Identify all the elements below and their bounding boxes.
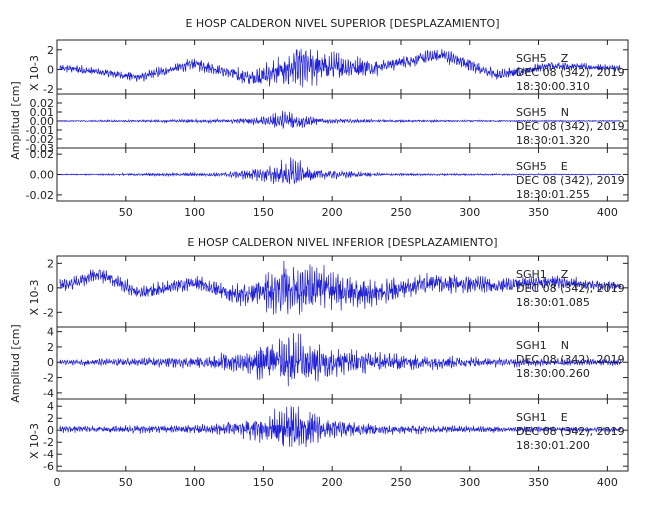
time-label: 18:30:01.200 <box>516 439 590 452</box>
station-name: SGH5 <box>516 106 547 119</box>
date-label: DEC 08 (342), 2019 <box>516 66 625 79</box>
x-tick-label: 50 <box>119 206 133 219</box>
y-tick-label: -2 <box>43 83 54 96</box>
x-tick-label: 250 <box>390 476 411 489</box>
station-label: SGH1 Z <box>516 268 569 281</box>
chart-title: E HOSP CALDERON NIVEL SUPERIOR [DESPLAZA… <box>185 17 499 30</box>
x-tick-label: 300 <box>459 206 480 219</box>
x-tick-label: 400 <box>597 476 618 489</box>
waveform-trace <box>59 157 622 185</box>
x-tick-label: 350 <box>528 206 549 219</box>
y-tick-label: 2 <box>47 257 54 270</box>
x-tick-label: 400 <box>597 206 618 219</box>
y-tick-label: 0.01 <box>30 106 55 119</box>
station-name: SGH5 <box>516 52 547 65</box>
y-tick-label: 0 <box>47 282 54 295</box>
component-name: E <box>561 160 568 173</box>
x-tick-label: 200 <box>322 476 343 489</box>
station-label: SGH5 N <box>516 106 569 119</box>
station-label: SGH5 E <box>516 160 568 173</box>
y-tick-label: 0.02 <box>30 148 55 161</box>
y-tick-label: 0.00 <box>30 115 55 128</box>
x-tick-label: 200 <box>322 206 343 219</box>
time-label: 18:30:01.085 <box>516 296 590 309</box>
chart-title: E HOSP CALDERON NIVEL INFERIOR [DESPLAZA… <box>187 236 497 249</box>
y-tick-label: -2 <box>43 436 54 449</box>
time-label: 18:30:01.320 <box>516 134 590 147</box>
time-label: 18:30:01.255 <box>516 188 590 201</box>
waveform-trace <box>59 260 622 315</box>
y-axis-label: Amplitud [cm] <box>9 81 22 159</box>
x-tick-label: 150 <box>253 476 274 489</box>
station-label: SGH1 E <box>516 411 568 424</box>
station-name: SGH1 <box>516 339 547 352</box>
station-name: SGH5 <box>516 160 547 173</box>
y-tick-label: 0.00 <box>30 169 55 182</box>
x-tick-label: 350 <box>528 476 549 489</box>
date-label: DEC 08 (342), 2019 <box>516 174 625 187</box>
x-tick-label: 300 <box>459 476 480 489</box>
time-label: 18:30:00.260 <box>516 367 590 380</box>
x-tick-label: 100 <box>184 476 205 489</box>
y-tick-label: -0.02 <box>26 189 54 202</box>
waveform-trace <box>59 110 622 129</box>
panel-frame <box>56 398 629 472</box>
y-tick-label: -2 <box>43 372 54 385</box>
component-name: Z <box>561 52 569 65</box>
date-label: DEC 08 (342), 2019 <box>516 120 625 133</box>
x-tick-label: 250 <box>390 206 411 219</box>
date-label: DEC 08 (342), 2019 <box>516 425 625 438</box>
y-tick-label: 0.02 <box>30 97 55 110</box>
waveform-trace <box>59 406 622 448</box>
y-tick-label: 0 <box>47 63 54 76</box>
station-label: SGH5 Z <box>516 52 569 65</box>
component-name: Z <box>561 268 569 281</box>
station-label: SGH1 N <box>516 339 569 352</box>
date-label: DEC 08 (342), 2019 <box>516 353 625 366</box>
y-tick-label: 4 <box>47 326 54 339</box>
y-tick-label: 0 <box>47 356 54 369</box>
date-label: DEC 08 (342), 2019 <box>516 282 625 295</box>
y-tick-label: -4 <box>43 448 54 461</box>
station-name: SGH1 <box>516 268 547 281</box>
y-tick-label: 2 <box>47 341 54 354</box>
y-tick-label: 2 <box>47 44 54 57</box>
scale-factor-label: X 10-3 <box>28 280 41 316</box>
waveform-trace <box>59 48 622 88</box>
waveform-trace <box>59 332 622 387</box>
x-tick-label: 0 <box>54 476 61 489</box>
y-tick-label: 0 <box>47 424 54 437</box>
component-name: E <box>561 411 568 424</box>
station-name: SGH1 <box>516 411 547 424</box>
y-tick-label: -2 <box>43 306 54 319</box>
x-tick-label: 150 <box>253 206 274 219</box>
scale-factor-label: X 10-3 <box>28 55 41 91</box>
y-tick-label: 4 <box>47 400 54 413</box>
component-name: N <box>561 339 569 352</box>
y-tick-label: -0.01 <box>26 124 54 137</box>
y-axis-label: Amplitud [cm] <box>9 324 22 402</box>
x-tick-label: 100 <box>184 206 205 219</box>
y-tick-label: -0.02 <box>26 133 54 146</box>
scale-factor-label: X 10-3 <box>28 423 41 459</box>
y-tick-label: -0.03 <box>26 142 54 155</box>
y-tick-label: -4 <box>43 387 54 400</box>
x-tick-label: 50 <box>119 476 133 489</box>
y-tick-label: 2 <box>47 412 54 425</box>
component-name: N <box>561 106 569 119</box>
time-label: 18:30:00.310 <box>516 80 590 93</box>
y-tick-label: -6 <box>43 460 54 473</box>
